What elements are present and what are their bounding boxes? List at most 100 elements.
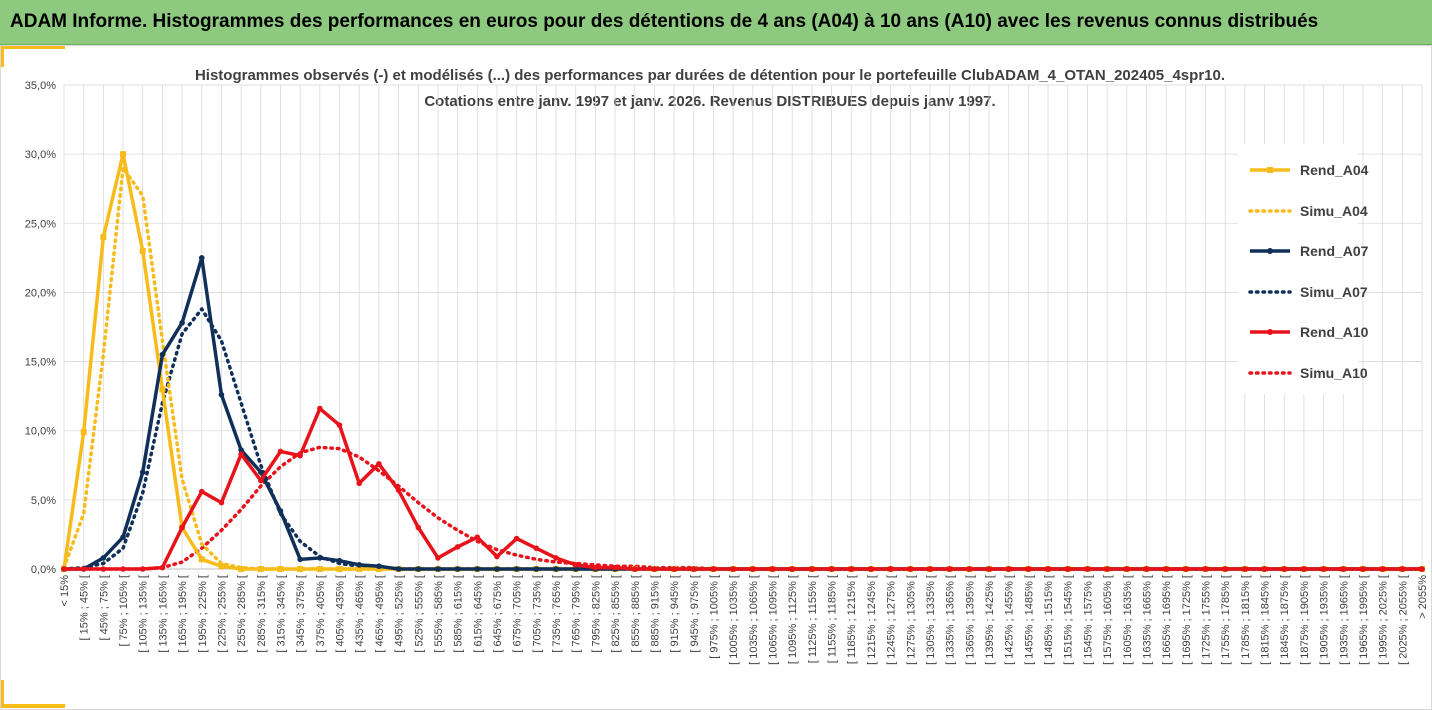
legend-label: Simu_A04 xyxy=(1300,202,1368,219)
x-tick-label: [ 1755% ; 1785% [ xyxy=(1220,575,1232,665)
y-tick-label: 30,0% xyxy=(25,149,56,161)
data-point-rend_a10 xyxy=(690,566,697,572)
data-point-rend_a04 xyxy=(100,234,107,241)
data-point-rend_a04 xyxy=(218,563,225,570)
x-tick-label: [ 1515% ; 1545% [ xyxy=(1063,575,1075,665)
data-point-rend_a10 xyxy=(1360,566,1366,572)
data-point-rend_a07 xyxy=(317,555,323,561)
x-tick-label: [ 1305% ; 1335% [ xyxy=(925,575,937,665)
data-point-rend_a10 xyxy=(1123,566,1130,572)
data-point-rend_a10 xyxy=(671,566,677,572)
data-point-rend_a04 xyxy=(198,556,205,563)
data-point-rend_a04 xyxy=(316,566,323,572)
x-tick-label: [ 1995% ; 2025% [ xyxy=(1378,575,1390,665)
series-lines xyxy=(61,151,1425,572)
x-tick-label: [ 1005% ; 1035% [ xyxy=(728,575,740,665)
data-point-rend_a07 xyxy=(376,563,382,570)
data-point-rend_a04 xyxy=(139,247,146,254)
chart-title-line-1: Histogrammes observés (-) et modélisés (… xyxy=(194,67,1226,84)
data-point-rend_a04 xyxy=(257,566,264,572)
data-point-rend_a07 xyxy=(277,508,284,514)
data-point-rend_a10 xyxy=(454,544,461,550)
gridlines xyxy=(63,84,1423,570)
legend-item-simu_a04: Simu_A04 xyxy=(1248,201,1368,221)
data-point-rend_a10 xyxy=(1084,566,1091,572)
x-tick-label: [ 1605% ; 1635% [ xyxy=(1122,575,1134,665)
accent-bar-bottom-vertical xyxy=(0,680,4,708)
data-point-rend_a07 xyxy=(395,566,402,572)
x-tick-label: [ 495% ; 525% [ xyxy=(394,575,406,653)
data-point-rend_a10 xyxy=(1163,566,1169,572)
accent-bar-top-vertical xyxy=(0,45,4,67)
data-point-rend_a10 xyxy=(61,566,67,572)
data-point-rend_a04 xyxy=(297,566,304,572)
x-tick-label: [ 1425% ; 1455% [ xyxy=(1004,575,1016,665)
data-point-rend_a10 xyxy=(1222,566,1228,572)
data-point-rend_a07 xyxy=(238,447,244,453)
data-point-rend_a10 xyxy=(1340,566,1347,572)
data-point-rend_a10 xyxy=(592,564,599,571)
data-point-rend_a07 xyxy=(159,351,166,358)
data-point-rend_a10 xyxy=(179,524,185,531)
legend-swatch-rend_a10 xyxy=(1250,329,1290,335)
data-point-rend_a10 xyxy=(1143,566,1150,572)
data-point-rend_a07 xyxy=(218,391,225,398)
x-tick-label: [ 1635% ; 1665% [ xyxy=(1141,575,1153,665)
legend-item-rend_a10: Rend_A10 xyxy=(1248,322,1368,342)
x-tick-label: [ 405% ; 435% [ xyxy=(335,575,347,653)
data-point-rend_a07 xyxy=(474,566,481,572)
legend-swatch-simu_a04 xyxy=(1248,208,1292,213)
data-point-rend_a10 xyxy=(356,480,363,487)
data-point-rend_a10 xyxy=(376,461,382,467)
data-point-rend_a10 xyxy=(612,564,618,571)
x-tick-label: [ 2025% ; 2055% [ xyxy=(1397,575,1409,665)
x-tick-label: [ 1575% ; 1605% [ xyxy=(1102,575,1114,665)
data-point-rend_a10 xyxy=(1261,566,1268,572)
x-tick-label: [ 285% ; 315% [ xyxy=(256,575,268,653)
data-point-rend_a07 xyxy=(198,255,205,261)
data-point-rend_a10 xyxy=(120,566,126,572)
data-point-rend_a04 xyxy=(356,566,363,572)
x-tick-label: [ 165% ; 195% [ xyxy=(177,575,189,653)
x-tick-label: [ 135% ; 165% [ xyxy=(157,575,169,653)
x-tick-label: [ 705% ; 735% [ xyxy=(531,575,543,653)
data-point-rend_a10 xyxy=(1005,566,1012,572)
data-point-rend_a04 xyxy=(80,429,87,436)
series-line-simu_a10 xyxy=(62,445,1424,571)
x-tick-label: [ 765% ; 795% [ xyxy=(571,575,583,653)
data-point-rend_a10 xyxy=(553,555,559,561)
legend-item-rend_a04: Rend_A04 xyxy=(1248,160,1368,180)
data-point-rend_a10 xyxy=(986,566,992,572)
data-point-rend_a10 xyxy=(927,566,933,572)
legend-item-simu_a07: Simu_A07 xyxy=(1248,282,1368,302)
data-point-rend_a10 xyxy=(513,535,520,542)
data-point-rend_a10 xyxy=(1301,566,1307,572)
data-point-rend_a10 xyxy=(494,553,500,560)
x-tick-label: [ 1815% ; 1845% [ xyxy=(1260,575,1272,665)
x-tick-label: [ 645% ; 675% [ xyxy=(492,575,504,653)
data-point-rend_a07 xyxy=(553,566,559,572)
chart-title: Histogrammes observés (-) et modélisés (… xyxy=(60,63,1360,115)
y-tick-label: 5,0% xyxy=(31,495,56,507)
data-point-rend_a07 xyxy=(533,566,540,572)
x-tick-label: [ 225% ; 255% [ xyxy=(216,575,228,653)
x-tick-label: [ 735% ; 765% [ xyxy=(551,575,563,653)
data-point-rend_a10 xyxy=(139,566,146,572)
data-point-rend_a07 xyxy=(494,566,500,572)
data-point-rend_a10 xyxy=(277,448,284,455)
data-point-rend_a10 xyxy=(907,566,914,572)
x-tick-label: [ 1275% ; 1305% [ xyxy=(905,575,917,665)
data-point-rend_a07 xyxy=(179,320,185,326)
data-point-rend_a10 xyxy=(730,566,736,572)
data-point-rend_a10 xyxy=(238,451,244,458)
data-point-rend_a07 xyxy=(297,556,303,563)
x-tick-label: [ 825% ; 855% [ xyxy=(610,575,622,653)
data-point-rend_a10 xyxy=(218,499,225,506)
data-point-rend_a10 xyxy=(1281,566,1288,572)
x-tick-label: [ 15% ; 45% [ xyxy=(79,575,91,640)
data-point-rend_a10 xyxy=(435,555,441,561)
series-line-simu_a07 xyxy=(62,307,1424,571)
x-tick-label: [ 1485% ; 1515% [ xyxy=(1043,575,1055,665)
data-point-rend_a07 xyxy=(336,557,343,564)
data-point-rend_a10 xyxy=(159,564,166,571)
